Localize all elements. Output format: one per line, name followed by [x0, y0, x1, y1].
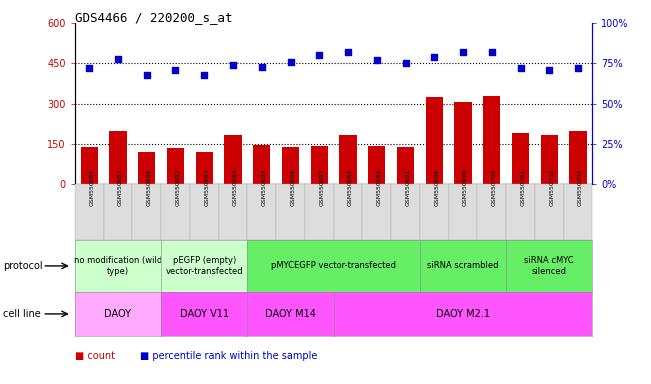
Text: GSM550690: GSM550690 — [377, 168, 381, 206]
Text: GSM550687: GSM550687 — [118, 168, 123, 206]
Text: GSM550686: GSM550686 — [89, 169, 94, 206]
Text: DAOY V11: DAOY V11 — [180, 309, 229, 319]
Text: cell line: cell line — [3, 309, 41, 319]
Point — [458, 49, 468, 55]
Point — [486, 49, 497, 55]
Bar — [282, 147, 299, 184]
Bar — [195, 152, 213, 184]
Text: GSM550689: GSM550689 — [348, 168, 353, 206]
Text: GSM550702: GSM550702 — [549, 168, 554, 206]
Text: GSM550696: GSM550696 — [290, 168, 296, 206]
Text: no modification (wild
type): no modification (wild type) — [74, 256, 162, 276]
Text: GSM550698: GSM550698 — [434, 168, 439, 206]
Text: ■ count: ■ count — [75, 351, 115, 361]
Text: GSM550701: GSM550701 — [521, 168, 525, 206]
Bar — [167, 148, 184, 184]
Text: GSM550695: GSM550695 — [262, 168, 267, 206]
Text: GSM550697: GSM550697 — [319, 168, 324, 206]
Point — [400, 60, 411, 66]
Bar — [339, 135, 357, 184]
Point — [141, 71, 152, 78]
Text: DAOY M2.1: DAOY M2.1 — [436, 309, 490, 319]
Bar — [109, 131, 126, 184]
Bar — [570, 131, 587, 184]
Text: GSM550694: GSM550694 — [233, 168, 238, 206]
Text: siRNA scrambled: siRNA scrambled — [427, 262, 499, 270]
Bar — [426, 97, 443, 184]
Point — [314, 52, 324, 58]
Point — [343, 49, 353, 55]
Point — [256, 63, 267, 70]
Text: pEGFP (empty)
vector-transfected: pEGFP (empty) vector-transfected — [165, 256, 243, 276]
Bar — [397, 147, 414, 184]
Text: DAOY: DAOY — [105, 309, 132, 319]
Point — [544, 67, 555, 73]
Point — [228, 62, 238, 68]
Text: pMYCEGFP vector-transfected: pMYCEGFP vector-transfected — [271, 262, 396, 270]
Text: protocol: protocol — [3, 261, 43, 271]
Text: GSM550692: GSM550692 — [176, 168, 180, 206]
Bar — [311, 146, 328, 184]
Text: DAOY M14: DAOY M14 — [265, 309, 316, 319]
Point — [171, 67, 181, 73]
Point — [199, 71, 210, 78]
Point — [429, 54, 439, 60]
Point — [573, 65, 583, 71]
Point — [113, 55, 123, 61]
Text: GSM550693: GSM550693 — [204, 168, 209, 206]
Bar — [540, 136, 558, 184]
Text: GSM550703: GSM550703 — [578, 168, 583, 206]
Bar — [138, 152, 156, 184]
Text: GDS4466 / 220200_s_at: GDS4466 / 220200_s_at — [75, 12, 232, 25]
Point — [84, 65, 94, 71]
Point — [372, 57, 382, 63]
Bar — [454, 103, 471, 184]
Text: GSM550700: GSM550700 — [492, 168, 497, 206]
Text: GSM550688: GSM550688 — [146, 169, 152, 206]
Bar — [81, 147, 98, 184]
Text: GSM550691: GSM550691 — [406, 168, 411, 206]
Text: ■ percentile rank within the sample: ■ percentile rank within the sample — [140, 351, 317, 361]
Bar — [225, 136, 242, 184]
Bar — [253, 144, 270, 184]
Text: GSM550699: GSM550699 — [463, 168, 468, 206]
Bar — [512, 133, 529, 184]
Bar — [368, 146, 385, 184]
Text: siRNA cMYC
silenced: siRNA cMYC silenced — [525, 256, 574, 276]
Bar — [483, 96, 501, 184]
Point — [516, 65, 526, 71]
Point — [285, 59, 296, 65]
